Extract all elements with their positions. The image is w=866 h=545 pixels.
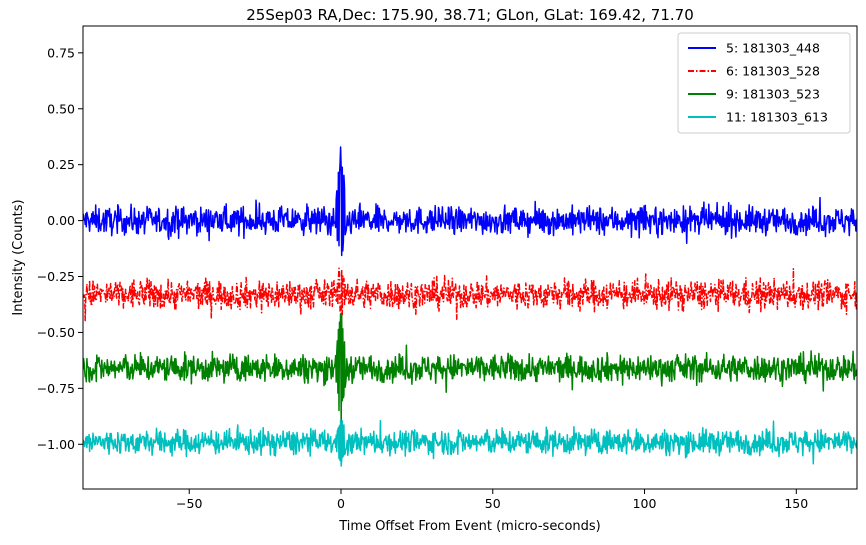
x-tick-label: −50 <box>176 496 202 511</box>
series-line-1 <box>83 146 857 257</box>
legend-box <box>677 32 851 134</box>
chart-title: 25Sep03 RA,Dec: 175.90, 38.71; GLon, GLa… <box>246 6 693 24</box>
y-tick-label: −1.00 <box>37 437 75 452</box>
series-line-3 <box>83 313 857 431</box>
series-line-2 <box>83 267 857 322</box>
legend-entry: 9: 181303_523 <box>726 87 820 102</box>
y-tick-label: −0.50 <box>37 325 75 340</box>
legend-entry: 5: 181303_448 <box>726 41 820 56</box>
legend: 5: 181303_448 6: 181303_528 9: 181303_52… <box>677 32 851 134</box>
y-tick-label: 0.00 <box>47 213 75 228</box>
x-axis-label: Time Offset From Event (micro-seconds) <box>338 519 601 534</box>
y-tick-label: 0.75 <box>47 45 75 60</box>
x-tick-label: 0 <box>337 496 345 511</box>
legend-entry: 11: 181303_613 <box>726 110 828 125</box>
x-axis: −50 0 50 100 150 <box>176 489 808 511</box>
series-line-4 <box>83 419 857 467</box>
y-axis: 0.75 0.50 0.25 0.00 −0.25 −0.50 −0.75 −1.00 <box>37 45 83 452</box>
x-tick-label: 50 <box>485 496 501 511</box>
x-tick-label: 100 <box>633 496 657 511</box>
y-tick-label: −0.75 <box>37 381 75 396</box>
x-tick-label: 150 <box>784 496 808 511</box>
y-axis-label: Intensity (Counts) <box>11 199 26 315</box>
y-tick-label: 0.25 <box>47 157 75 172</box>
plot-lines <box>83 146 857 467</box>
plot-frame <box>82 25 858 490</box>
y-tick-label: 0.50 <box>47 101 75 116</box>
y-tick-label: −0.25 <box>37 269 75 284</box>
legend-entry: 6: 181303_528 <box>726 64 820 79</box>
